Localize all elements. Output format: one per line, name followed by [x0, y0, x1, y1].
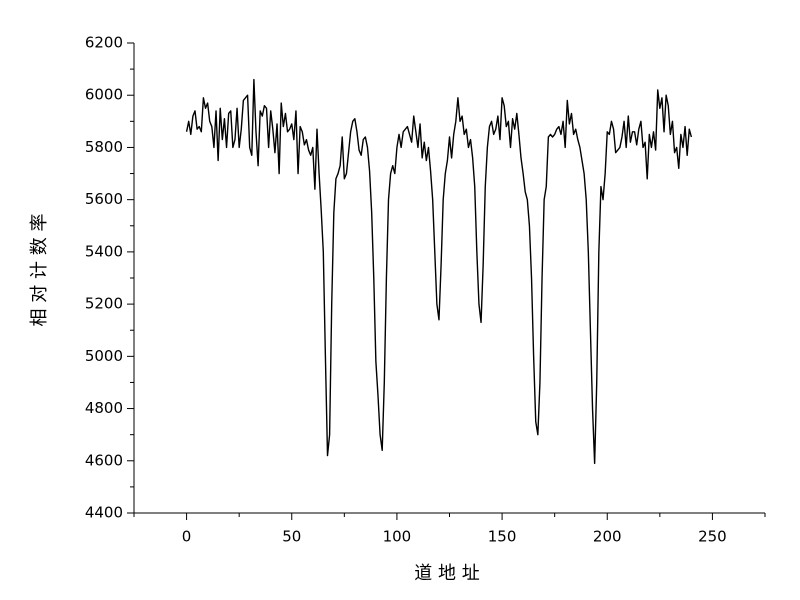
y-tick-label: 5000 [85, 347, 123, 365]
x-tick-label: 150 [488, 528, 517, 546]
x-tick-label: 100 [383, 528, 412, 546]
x-tick-label: 50 [282, 528, 301, 546]
x-tick-label: 0 [182, 528, 192, 546]
y-tick-label: 6000 [85, 86, 123, 104]
y-tick-label: 5400 [85, 242, 123, 260]
x-axis-label: 道 地 址 [414, 563, 479, 584]
spectrum-line [185, 78, 693, 465]
y-tick-label: 5800 [85, 138, 123, 156]
x-tick-label: 200 [593, 528, 622, 546]
x-tick-label: 250 [698, 528, 727, 546]
y-tick-label: 4400 [85, 504, 123, 522]
y-tick-label: 5200 [85, 295, 123, 313]
y-tick-label: 4600 [85, 451, 123, 469]
y-tick-label: 5600 [85, 190, 123, 208]
y-tick-label: 6200 [85, 34, 123, 52]
y-axis-label: 相 对 计 数 率 [29, 214, 50, 327]
y-tick-label: 4800 [85, 399, 123, 417]
